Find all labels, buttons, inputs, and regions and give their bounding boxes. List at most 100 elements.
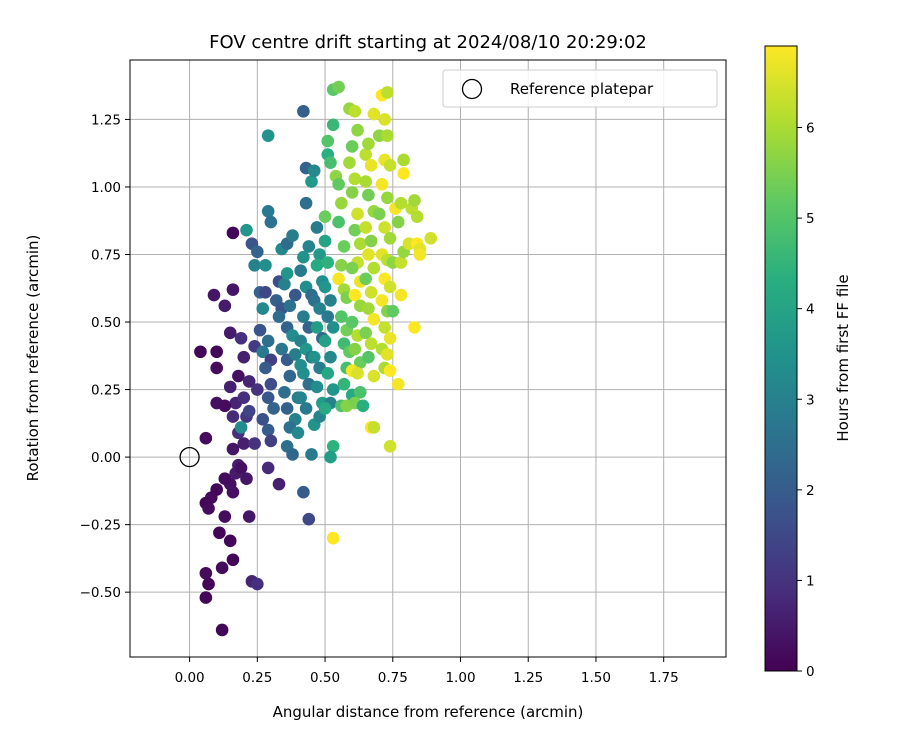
- scatter-point: [305, 448, 318, 461]
- x-tick-label: 0.75: [378, 670, 408, 686]
- scatter-point: [215, 561, 229, 575]
- scatter-point: [364, 159, 378, 172]
- scatter-point: [256, 345, 270, 359]
- colorbar-tick-label: 4: [806, 302, 815, 318]
- x-tick-label: 1.75: [649, 670, 679, 686]
- scatter-point: [413, 248, 427, 261]
- scatter-point: [302, 512, 316, 526]
- scatter-point: [261, 334, 275, 348]
- scatter-point: [364, 286, 378, 299]
- scatter-point: [248, 437, 261, 450]
- scatter-point: [362, 248, 375, 261]
- scatter-point: [299, 196, 313, 210]
- scatter-point: [234, 461, 248, 475]
- scatter-point: [207, 288, 221, 302]
- scatter-point: [223, 326, 237, 340]
- scatter-point: [275, 342, 289, 356]
- scatter-point: [381, 348, 394, 361]
- scatter-point: [310, 321, 324, 334]
- scatter-point: [297, 485, 310, 499]
- scatter-point: [383, 159, 397, 172]
- scatter-point: [264, 434, 278, 448]
- scatter-point: [283, 299, 297, 313]
- scatter-point: [359, 175, 372, 188]
- scatter-point: [223, 380, 237, 394]
- scatter-point: [286, 229, 299, 242]
- scatter-point: [261, 423, 275, 437]
- scatter-point: [202, 502, 215, 515]
- scatter-point: [242, 375, 256, 388]
- scatter-point: [318, 334, 332, 348]
- scatter-point: [345, 140, 359, 153]
- scatter-point: [313, 248, 326, 261]
- y-axis-label: Rotation from reference (arcmin): [24, 235, 42, 482]
- scatter-point: [351, 367, 364, 380]
- legend-marker-icon: [461, 78, 483, 100]
- scatter-point: [335, 196, 348, 210]
- x-tick-label: 1.25: [513, 670, 543, 686]
- scatter-point: [240, 472, 253, 486]
- x-tick-label: 0.00: [175, 670, 205, 686]
- scatter-point: [367, 261, 381, 275]
- scatter-point: [232, 369, 245, 383]
- scatter-point: [242, 510, 256, 523]
- y-tick-label: 0.50: [91, 315, 121, 331]
- scatter-point: [267, 402, 280, 415]
- y-tick-label: 0.25: [91, 383, 121, 399]
- scatter-point: [362, 137, 375, 151]
- scatter-point: [210, 361, 223, 375]
- scatter-point: [218, 399, 232, 413]
- scatter-point: [359, 272, 372, 286]
- scatter-point: [234, 421, 248, 434]
- y-tick-label: −0.50: [80, 585, 121, 601]
- scatter-points: [194, 80, 438, 637]
- scatter-point: [199, 566, 213, 580]
- scatter-point: [332, 80, 345, 94]
- scatter-point: [242, 404, 256, 418]
- scatter-point: [223, 534, 237, 548]
- scatter-point: [251, 383, 264, 396]
- scatter-point: [194, 345, 207, 359]
- scatter-point: [383, 231, 397, 245]
- scatter-point: [218, 299, 232, 313]
- scatter-point: [240, 223, 253, 237]
- scatter-point: [297, 310, 310, 323]
- scatter-point: [375, 294, 389, 307]
- scatter-point: [324, 350, 337, 364]
- scatter-point: [259, 259, 272, 272]
- scatter-point: [362, 302, 375, 315]
- legend-label: Reference platepar: [510, 80, 654, 98]
- scatter-point: [367, 107, 381, 121]
- x-axis-ticks: 0.00 0.25 0.50 0.75 1.00 1.25 1.50 1.75: [175, 657, 679, 686]
- x-tick-label: 0.25: [242, 670, 272, 686]
- scatter-point: [359, 326, 372, 340]
- scatter-point: [367, 421, 381, 434]
- scatter-point: [307, 164, 321, 178]
- scatter-point: [280, 402, 294, 415]
- scatter-point: [283, 369, 297, 383]
- scatter-point: [326, 439, 340, 453]
- scatter-point: [326, 383, 340, 396]
- scatter-point: [348, 105, 362, 118]
- x-axis-label: Angular distance from reference (arcmin): [273, 703, 584, 721]
- scatter-point: [213, 526, 226, 540]
- scatter-point: [367, 369, 381, 383]
- scatter-point: [226, 553, 240, 567]
- scatter-point: [324, 294, 337, 307]
- scatter-point: [372, 207, 386, 221]
- scatter-point: [261, 204, 275, 218]
- scatter-point: [326, 118, 340, 132]
- scatter-point: [261, 129, 275, 142]
- scatter-point: [408, 321, 421, 334]
- legend: Reference platepar: [442, 69, 718, 108]
- scatter-point: [351, 207, 364, 221]
- scatter-point: [259, 361, 272, 375]
- scatter-point: [272, 477, 286, 491]
- scatter-point: [408, 194, 421, 207]
- scatter-point: [321, 310, 335, 323]
- scatter-point: [351, 123, 364, 137]
- scatter-point: [199, 431, 213, 445]
- scatter-point: [291, 426, 305, 440]
- scatter-point: [259, 286, 272, 299]
- scatter-point: [280, 267, 294, 280]
